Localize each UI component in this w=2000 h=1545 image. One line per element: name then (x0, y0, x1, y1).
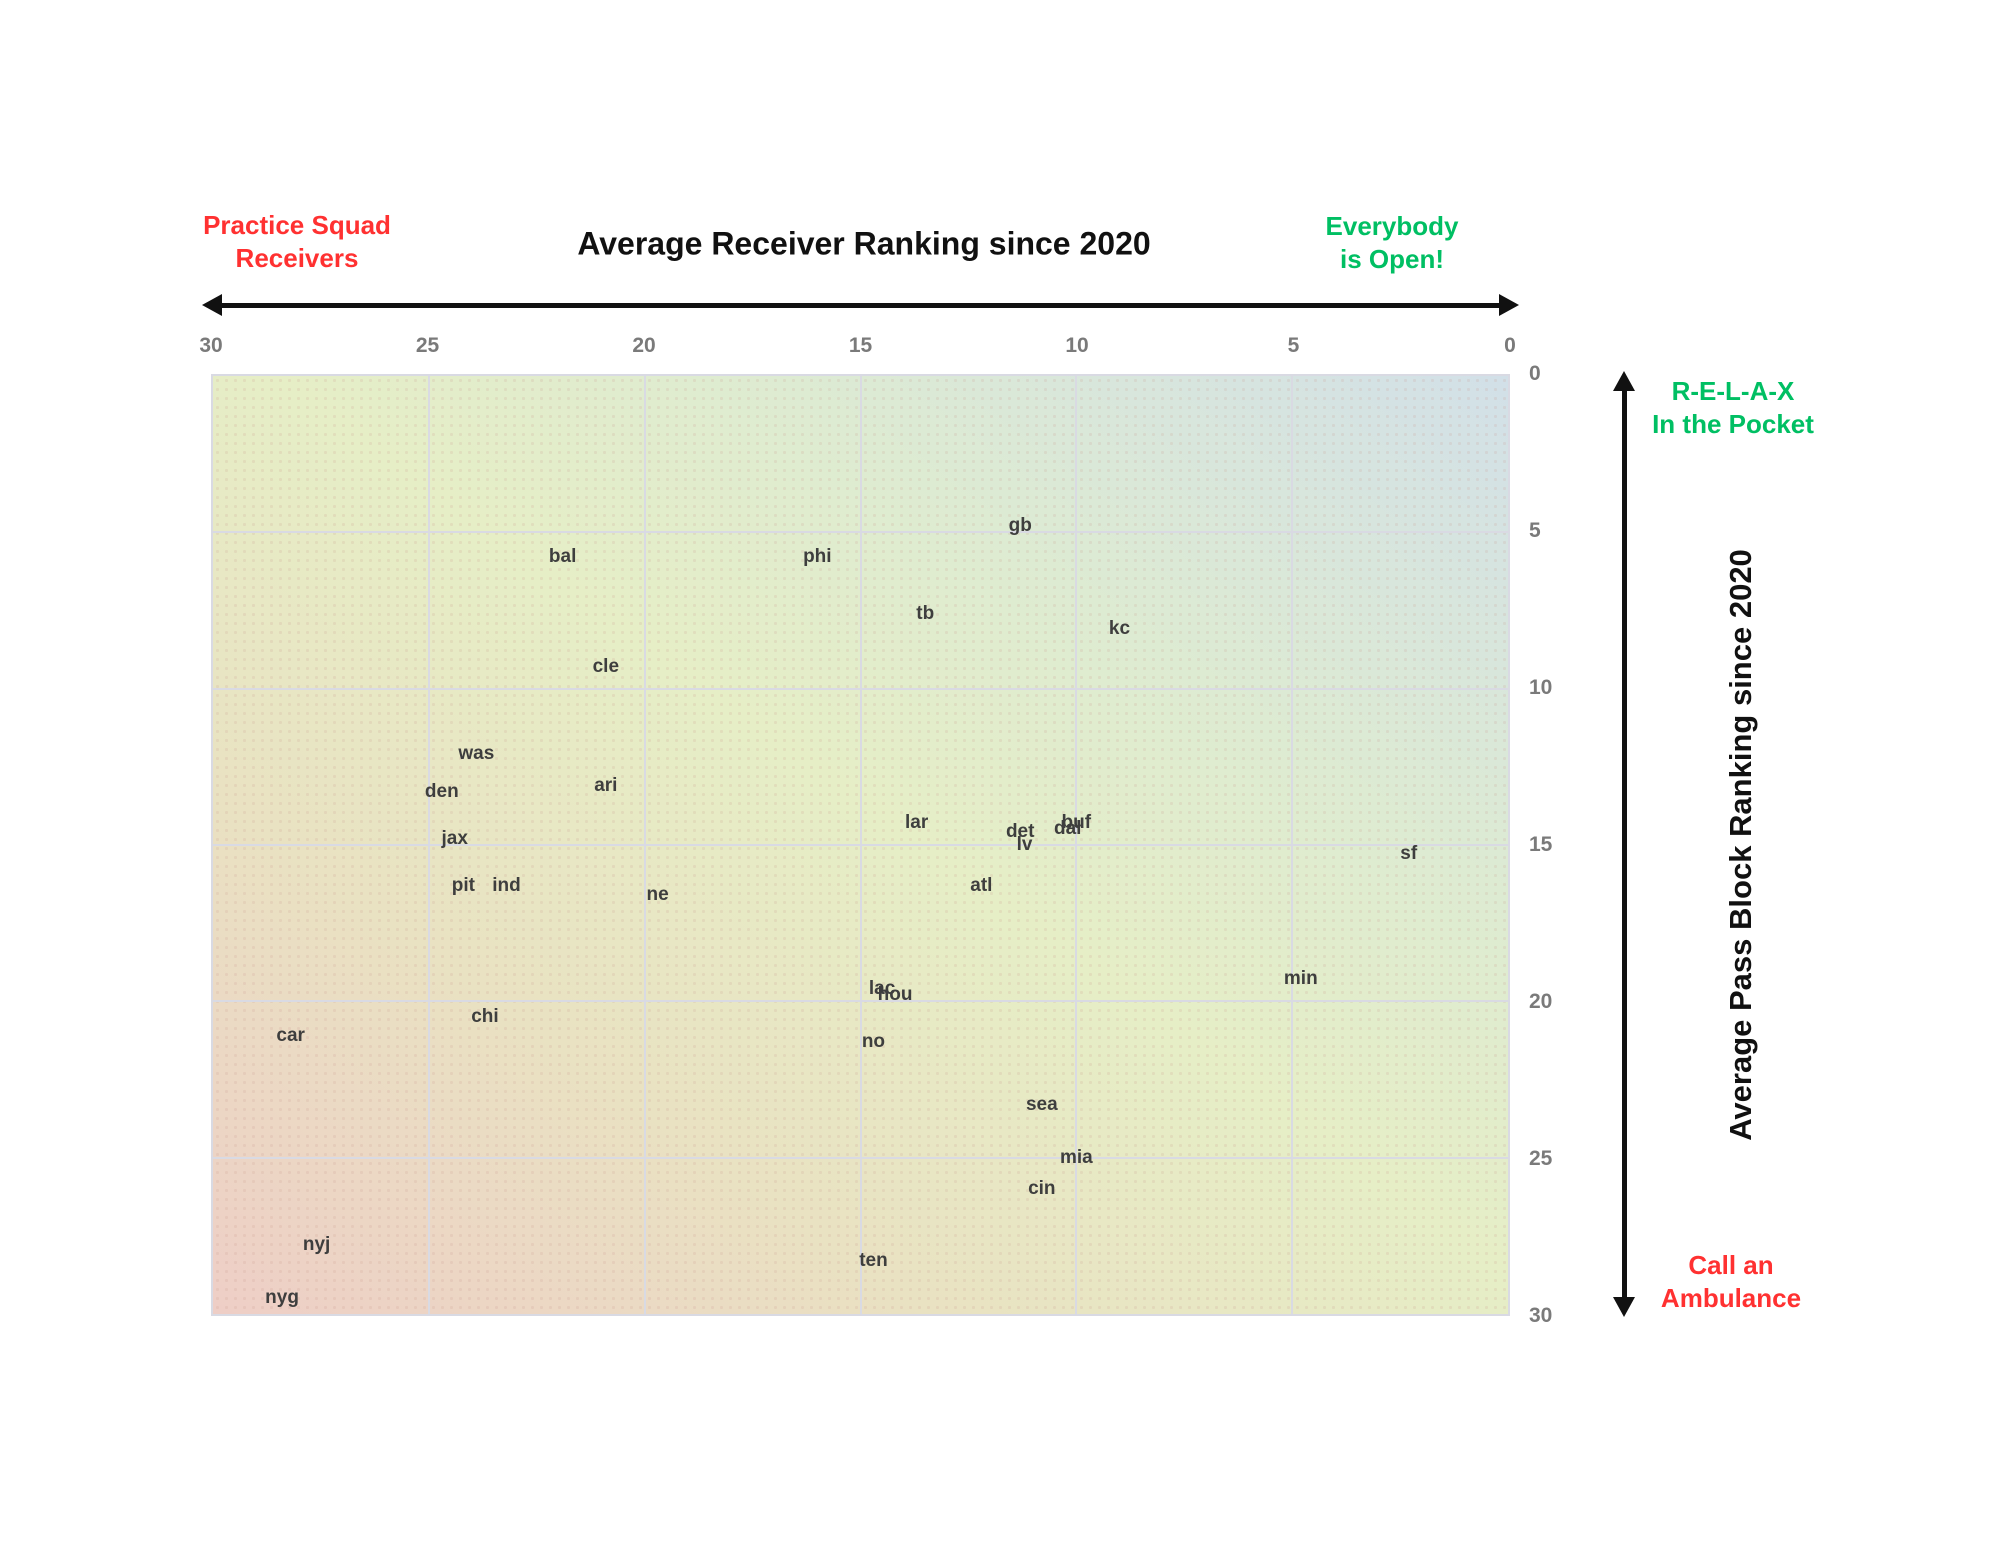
horizontal-gridline (213, 687, 1508, 690)
team-point-label-sf: sf (1400, 843, 1418, 865)
team-point-label-phi: phi (803, 546, 832, 568)
y-axis-arrow-up-head (1613, 371, 1635, 391)
y-tick-label: 30 (1529, 1304, 1553, 1327)
x-tick-label: 15 (848, 334, 873, 357)
team-point-label-no: no (861, 1030, 886, 1052)
team-point-label-jax: jax (441, 827, 468, 849)
team-point-label-lv: lv (1016, 834, 1033, 855)
horizontal-gridline (213, 844, 1508, 846)
x-tick-label: 0 (1504, 334, 1516, 357)
team-point-label-lac: lac (868, 977, 896, 999)
team-point-label-atl: atl (970, 874, 993, 896)
team-point-label-sea: sea (1025, 1093, 1058, 1115)
team-point-label-buf: buf (1061, 812, 1092, 834)
x-tick-label: 30 (199, 334, 223, 357)
team-point-label-hou: hou (877, 984, 913, 1006)
team-point-label-nyj: nyj (302, 1234, 331, 1256)
team-point-label-car: car (276, 1024, 305, 1046)
team-point-label-gb: gb (1008, 515, 1032, 537)
annotation-call-an-ambulance: Call an Ambulance (1660, 1250, 1802, 1313)
x-tick-label: 20 (632, 334, 656, 357)
y-tick-label: 20 (1529, 990, 1553, 1013)
annotation-practice-squad-receivers: Practice Squad Receivers (203, 210, 391, 273)
x-axis-arrow-shaft (219, 303, 1501, 308)
team-point-label-min: min (1283, 968, 1318, 990)
y-tick-label: 10 (1529, 676, 1553, 699)
team-point-label-det: det (1005, 821, 1035, 843)
team-point-label-ari: ari (594, 774, 618, 796)
team-point-label-cin: cin (1028, 1177, 1056, 1199)
chart-title: Average Receiver Ranking since 2020 (577, 225, 1151, 262)
team-point-label-was: was (458, 743, 495, 765)
team-point-label-den: den (424, 780, 459, 802)
team-point-label-kc: kc (1108, 618, 1131, 640)
team-point-label-dal: dal (1053, 818, 1082, 840)
y-axis-title: Average Pass Block Ranking since 2020 (1723, 549, 1758, 1141)
team-point-label-tb: tb (916, 602, 935, 624)
horizontal-gridline (213, 1000, 1508, 1003)
horizontal-gridline (213, 531, 1508, 534)
x-tick-label: 5 (1287, 334, 1300, 357)
horizontal-gridline (213, 1156, 1508, 1159)
y-tick-label: 0 (1529, 362, 1541, 385)
team-point-label-ne: ne (646, 884, 669, 906)
x-axis-arrow-left-head (202, 294, 222, 316)
team-point-label-chi: chi (471, 1005, 499, 1027)
x-axis-arrow-right-head (1499, 294, 1519, 316)
team-point-label-mia: mia (1059, 1146, 1093, 1168)
x-tick-label: 25 (415, 334, 440, 357)
plot-area: gb bal phi tb kc cle was ari den lar buf dal det jax l… (211, 374, 1510, 1316)
team-point-label-lar: lar (904, 812, 929, 834)
y-tick-label: 15 (1529, 833, 1553, 856)
y-tick-label: 25 (1529, 1147, 1553, 1170)
y-axis-arrow-shaft (1622, 389, 1627, 1300)
y-tick-label: 5 (1529, 519, 1541, 542)
team-point-label-nyg: nyg (265, 1287, 299, 1309)
team-point-label-ten: ten (859, 1249, 888, 1271)
y-axis-arrow-down-head (1613, 1297, 1635, 1317)
annotation-everybody-is-open: Everybody is Open! (1325, 211, 1459, 274)
annotation-relax-in-the-pocket: R-E-L-A-X In the Pocket (1652, 376, 1814, 439)
team-point-label-pit: pit (451, 874, 475, 896)
team-point-label-cle: cle (592, 655, 620, 677)
x-tick-label: 10 (1065, 334, 1089, 357)
team-point-label-ind: ind (492, 874, 521, 896)
team-point-label-bal: bal (548, 546, 577, 568)
